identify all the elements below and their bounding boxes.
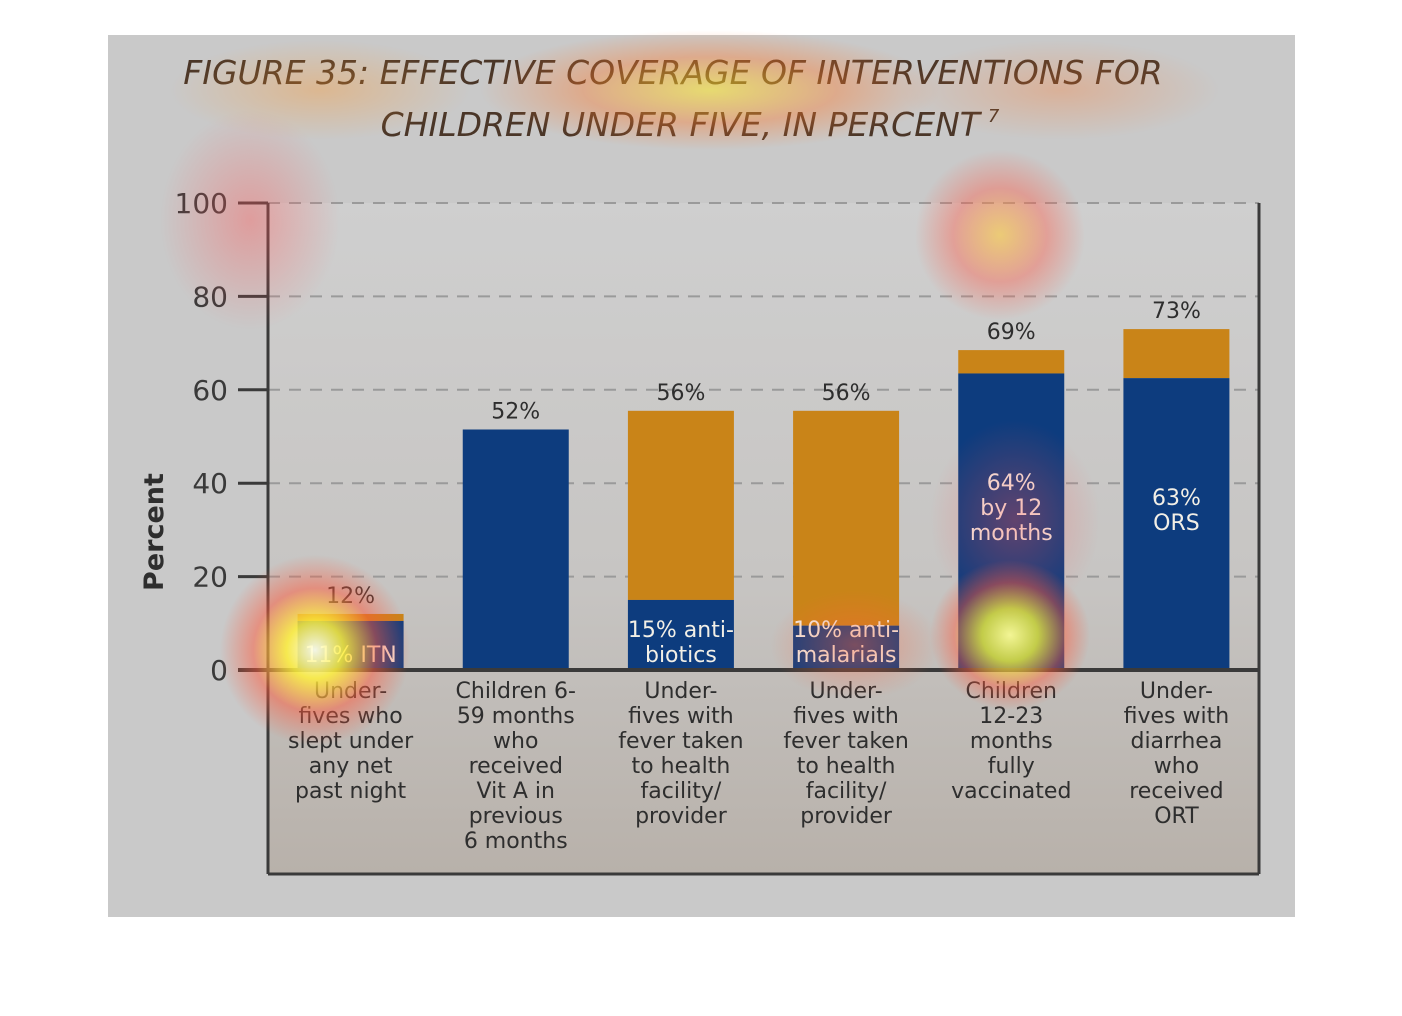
category-label-2-line-4: received [469,754,563,779]
figure-title-line-1: FIGURE 35: EFFECTIVE COVERAGE OF INTERVE… [183,53,1162,92]
inner-label-5-line-2: by 12 [980,496,1042,521]
y-tick-label-20: 20 [192,561,228,594]
y-tick-label-40: 40 [192,467,228,500]
category-label-2-line-3: who [493,729,538,754]
category-label-2-line-7: 6 months [464,829,568,854]
inner-label-3-line-1: 15% anti- [628,618,734,643]
category-label-4-line-2: fives with [793,704,899,729]
y-axis-label: Percent [139,473,170,591]
category-label-5-line-5: vaccinated [951,779,1071,804]
bar-secondary-4 [793,410,900,626]
category-label-6-line-3: diarrhea [1130,729,1222,754]
inner-label-4-line-2: malarials [796,643,897,668]
category-label-3-line-5: facility/ [641,779,722,804]
bar-secondary-6 [1123,329,1230,379]
category-label-4-line-6: provider [800,804,893,829]
inner-label-6-line-2: ORS [1153,511,1200,536]
bar-secondary-1 [297,613,404,621]
category-label-3-line-3: fever taken [618,729,743,754]
inner-label-5-line-1: 64% [987,471,1036,496]
category-label-5-line-2: 12-23 [979,704,1043,729]
plot-area [268,203,1259,874]
inner-label-4-line-1: 10% anti- [793,618,899,643]
category-label-4-line-4: to health [797,754,896,779]
total-label-4: 56% [822,381,871,406]
inner-label-5-line-3: months [970,521,1053,546]
category-label-1-line-1: Under- [314,679,387,704]
category-label-5-line-4: fully [988,754,1035,779]
y-tick-label-80: 80 [192,280,228,313]
category-label-1-line-3: slept under [288,729,414,754]
bar-primary-3 [627,599,734,670]
category-label-6-line-2: fives with [1124,704,1230,729]
category-label-3-line-2: fives with [628,704,734,729]
category-label-5-line-1: Children [965,679,1057,704]
category-label-4-line-1: Under- [810,679,883,704]
category-label-4-line-3: fever taken [783,729,908,754]
y-tick-label-100: 100 [175,187,228,220]
figure-title-footnote: 7 [988,106,1000,127]
bar-secondary-5 [958,350,1065,374]
total-label-2: 52% [491,399,540,424]
category-label-6-line-1: Under- [1140,679,1213,704]
category-label-5-line-3: months [970,729,1053,754]
inner-label-1-line-1: 11% ITN [304,643,396,668]
category-label-3-line-4: to health [632,754,731,779]
bar-secondary-3 [627,410,734,600]
total-label-1: 12% [326,584,375,609]
bar-primary-6 [1123,378,1230,670]
category-label-6-line-4: who [1154,754,1199,779]
category-label-2-line-5: Vit A in [477,779,555,804]
bar-primary-4 [793,625,900,670]
category-label-6-line-6: ORT [1154,804,1199,829]
inner-label-3-line-2: biotics [645,643,717,668]
category-label-2-line-2: 59 months [457,704,575,729]
category-label-4-line-5: facility/ [806,779,887,804]
figure-title-line-2: CHILDREN UNDER FIVE, IN PERCENT 7 [381,105,1000,144]
gridlines [268,202,1259,578]
category-label-2-line-6: previous [469,804,563,829]
inner-label-6-line-1: 63% [1152,486,1201,511]
bar-primary-2 [462,429,569,670]
category-label-3-line-1: Under- [644,679,717,704]
category-label-6-line-5: received [1129,779,1223,804]
category-label-1-line-5: past night [295,779,406,804]
category-label-1-line-2: fives who [298,704,402,729]
y-tick-label-60: 60 [192,374,228,407]
category-label-1-line-4: any net [309,754,393,779]
total-label-3: 56% [656,381,705,406]
category-label-3-line-6: provider [635,804,728,829]
total-label-6: 73% [1152,299,1201,324]
category-label-2-line-1: Children 6- [456,679,576,704]
total-label-5: 69% [987,320,1036,345]
y-tick-label-0: 0 [210,654,228,687]
figure-title-text: CHILDREN UNDER FIVE, IN PERCENT [381,105,983,144]
